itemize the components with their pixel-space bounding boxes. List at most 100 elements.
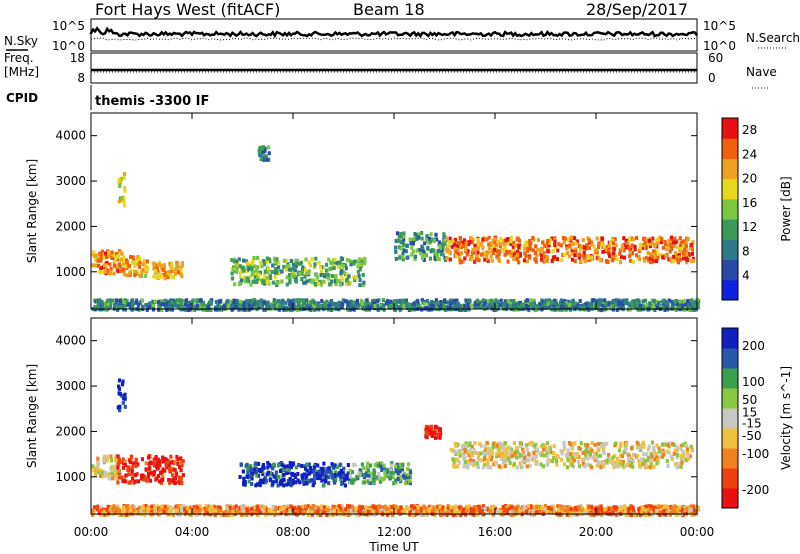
data-cell xyxy=(279,461,284,465)
data-cell xyxy=(244,299,249,304)
data-cell xyxy=(552,444,556,449)
data-cell xyxy=(100,299,104,304)
data-cell xyxy=(300,304,304,309)
data-cell xyxy=(260,467,264,472)
data-cell xyxy=(456,464,460,469)
data-cell xyxy=(333,470,337,475)
data-cell xyxy=(133,270,137,274)
data-cell xyxy=(492,247,497,252)
data-cell xyxy=(532,301,536,306)
data-cell xyxy=(685,260,689,265)
data-cell xyxy=(509,239,513,244)
data-cell xyxy=(369,471,373,476)
data-cell xyxy=(130,454,134,459)
data-cell xyxy=(98,298,102,303)
data-cell xyxy=(137,264,142,269)
data-cell xyxy=(367,473,372,478)
data-cell xyxy=(462,446,466,451)
data-cell xyxy=(690,305,694,310)
data-cell xyxy=(456,450,460,455)
data-cell xyxy=(619,301,623,306)
data-cell xyxy=(397,466,401,471)
data-cell xyxy=(477,258,481,263)
data-cell xyxy=(237,257,241,262)
data-cell xyxy=(407,302,411,307)
data-cell xyxy=(524,240,528,245)
data-cell xyxy=(469,451,473,456)
data-cell xyxy=(586,306,590,311)
data-cell xyxy=(230,276,235,281)
data-cell xyxy=(512,299,516,303)
data-cell xyxy=(598,301,602,306)
data-cell xyxy=(581,253,585,258)
data-cell xyxy=(312,300,317,305)
data-cell xyxy=(252,298,256,303)
data-cell xyxy=(123,203,127,208)
data-cell xyxy=(626,243,630,247)
data-cell xyxy=(325,470,329,475)
data-cell xyxy=(400,300,404,305)
data-cell xyxy=(402,234,406,239)
data-cell xyxy=(249,464,253,469)
data-cell xyxy=(157,270,161,275)
data-cell xyxy=(179,268,183,273)
data-cell xyxy=(494,460,498,465)
data-cell xyxy=(101,255,105,260)
data-cell xyxy=(131,255,135,260)
data-cell xyxy=(552,450,556,455)
data-cell xyxy=(594,455,598,460)
data-cell xyxy=(257,468,261,472)
data-cell xyxy=(582,250,586,255)
data-cell xyxy=(164,302,169,307)
data-cell xyxy=(293,268,297,273)
data-cell xyxy=(152,469,156,474)
data-cell xyxy=(650,465,654,470)
data-cell xyxy=(339,468,343,473)
data-cell xyxy=(645,242,649,247)
data-cell xyxy=(543,243,547,248)
data-cell xyxy=(320,299,324,303)
data-cell xyxy=(649,306,653,311)
data-cell xyxy=(362,280,366,285)
data-cell xyxy=(552,298,556,303)
data-cell xyxy=(563,236,567,241)
data-cell xyxy=(621,462,625,467)
data-cell xyxy=(376,475,380,480)
data-cell xyxy=(247,479,251,484)
data-cell xyxy=(240,265,244,270)
data-cell xyxy=(539,253,544,258)
data-cell xyxy=(520,302,524,307)
data-cell xyxy=(394,478,398,483)
data-cell xyxy=(156,300,160,305)
data-cell xyxy=(607,452,611,457)
data-cell xyxy=(498,303,502,308)
data-cell xyxy=(287,267,292,272)
data-cell xyxy=(166,272,170,277)
data-cell xyxy=(360,301,364,306)
data-cell xyxy=(304,257,308,262)
cpid-label: CPID xyxy=(6,91,38,105)
data-cell xyxy=(173,271,177,276)
data-cell xyxy=(159,470,163,475)
data-cell xyxy=(601,446,606,451)
data-cell xyxy=(265,256,269,261)
data-cell xyxy=(380,306,384,311)
data-cell xyxy=(491,238,495,243)
data-cell xyxy=(473,259,477,264)
data-cell xyxy=(140,304,144,309)
data-cell xyxy=(308,278,312,283)
data-cell xyxy=(266,270,270,275)
data-cell xyxy=(622,236,626,241)
data-cell xyxy=(184,298,188,303)
data-cell xyxy=(357,274,361,278)
data-cell xyxy=(587,303,591,308)
data-cell xyxy=(168,480,172,485)
data-cell xyxy=(389,471,393,476)
data-cell xyxy=(242,258,246,263)
data-cell xyxy=(181,504,185,509)
data-cell xyxy=(690,251,694,256)
data-cell xyxy=(392,481,396,486)
data-cell xyxy=(617,448,622,453)
data-cell xyxy=(130,469,134,474)
data-cell xyxy=(459,513,463,517)
